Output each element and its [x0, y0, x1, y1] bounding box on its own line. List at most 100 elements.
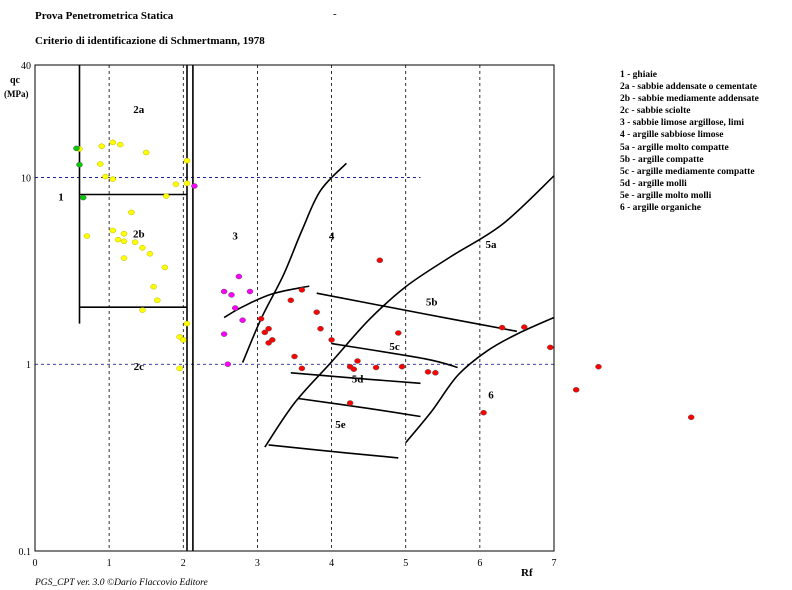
data-point — [102, 173, 109, 180]
data-point — [220, 331, 228, 337]
data-point — [291, 353, 298, 360]
y-tick-label: 10 — [21, 173, 31, 184]
data-point — [73, 145, 80, 152]
data-point — [109, 176, 117, 182]
y-tick-label: 1 — [26, 360, 31, 371]
zone-5e-bottom-line — [268, 444, 399, 459]
zone-label: 6 — [488, 389, 494, 401]
legend-entry: 5c - argille mediamente compatte — [620, 166, 755, 177]
data-point — [265, 340, 272, 346]
x-tick-label: 2 — [181, 558, 186, 569]
legend-entry: 5b - argille compatte — [620, 154, 704, 165]
data-point — [257, 316, 265, 322]
data-point — [376, 257, 384, 264]
x-tick-label: 6 — [477, 558, 482, 569]
data-point — [109, 139, 117, 146]
data-point — [298, 365, 306, 372]
zone-label: 2c — [134, 361, 145, 373]
data-point — [246, 288, 254, 295]
y-axis-unit: (MPa) — [4, 89, 29, 99]
footer-credit: PGS_CPT ver. 3.0 ©Dario Flaccovio Editor… — [35, 578, 208, 588]
y-axis-label: qc — [10, 75, 21, 86]
legend-entry: 5a - argille molto compatte — [620, 142, 729, 153]
data-point — [432, 370, 439, 376]
legend-entry: 5d - argille molli — [620, 178, 687, 189]
legend-entry: 1 - ghiaie — [620, 70, 657, 80]
data-point — [117, 141, 124, 148]
data-point — [228, 292, 235, 298]
data-point — [120, 238, 128, 245]
plot-frame — [34, 64, 555, 552]
chart-legend: 1 - ghiaie 2a - sabbie addensate o cement… — [620, 69, 759, 214]
data-point — [354, 358, 361, 364]
zone-4-5-upper-line — [223, 285, 310, 319]
data-point — [480, 409, 487, 416]
data-point — [191, 183, 198, 189]
zone-3-4-line — [241, 162, 347, 363]
legend-entry: 3 - sabbie limose argillose, limi — [620, 118, 745, 129]
data-point — [172, 181, 180, 187]
data-point — [317, 325, 324, 332]
zone-5b-5c-line — [331, 342, 458, 369]
zone-label: 4 — [329, 230, 335, 242]
data-point — [109, 227, 117, 234]
data-point — [162, 193, 170, 199]
data-point — [235, 273, 243, 280]
data-point — [154, 297, 161, 304]
data-point — [547, 344, 554, 351]
legend-entry: 2b - sabbie mediamente addensate — [620, 94, 759, 105]
data-point — [183, 180, 191, 187]
data-point — [76, 161, 83, 168]
y-tick-label: 40 — [21, 61, 31, 72]
data-point — [146, 251, 154, 257]
data-point — [120, 230, 128, 237]
data-point — [150, 283, 157, 290]
x-tick-label: 4 — [329, 558, 334, 569]
data-point — [183, 320, 191, 327]
zone-5a-5b-line — [316, 292, 518, 333]
data-point — [98, 143, 105, 149]
zone-label: 5e — [335, 419, 346, 431]
data-point — [142, 149, 150, 156]
data-point — [328, 337, 335, 343]
zone-label: 5d — [352, 373, 364, 385]
x-tick-label: 3 — [255, 558, 260, 569]
data-point — [120, 255, 128, 261]
chart-subtitle: Criterio di identificazione di Schmertma… — [35, 35, 265, 47]
zone-label: 5c — [389, 341, 400, 353]
data-point — [128, 209, 135, 216]
data-point — [350, 366, 358, 372]
data-point — [372, 364, 380, 371]
x-tick-label: 0 — [33, 558, 38, 569]
data-point — [161, 264, 169, 271]
legend-entry: 5e - argille molto molli — [620, 190, 712, 201]
zone-label: 2a — [133, 104, 145, 116]
data-point — [572, 387, 580, 393]
zone-label: 5b — [426, 296, 438, 308]
data-point — [139, 245, 146, 251]
legend-entry: 2c - sabbie sciolte — [620, 106, 691, 117]
data-point — [395, 330, 402, 336]
data-point — [265, 325, 272, 332]
data-point — [498, 324, 506, 331]
data-point — [83, 233, 91, 239]
y-tick-label: 0.1 — [19, 547, 32, 558]
data-point — [176, 365, 183, 372]
legend-entry: 2a - sabbie addensate o cementate — [620, 82, 757, 93]
zone-label: 2b — [133, 229, 145, 241]
data-point — [595, 363, 602, 370]
data-point — [114, 236, 122, 243]
data-point — [313, 309, 320, 315]
data-point — [224, 361, 232, 367]
data-point — [424, 369, 432, 375]
zone-label: 1 — [58, 192, 64, 204]
data-point — [239, 317, 246, 323]
data-point — [346, 400, 354, 406]
legend-entry: 6 - argille organiche — [620, 203, 701, 214]
data-point — [180, 337, 187, 343]
x-tick-label: 1 — [107, 558, 112, 569]
zone-5c-5d-line — [290, 372, 421, 385]
data-point — [261, 329, 269, 336]
x-tick-label: 7 — [552, 558, 557, 569]
